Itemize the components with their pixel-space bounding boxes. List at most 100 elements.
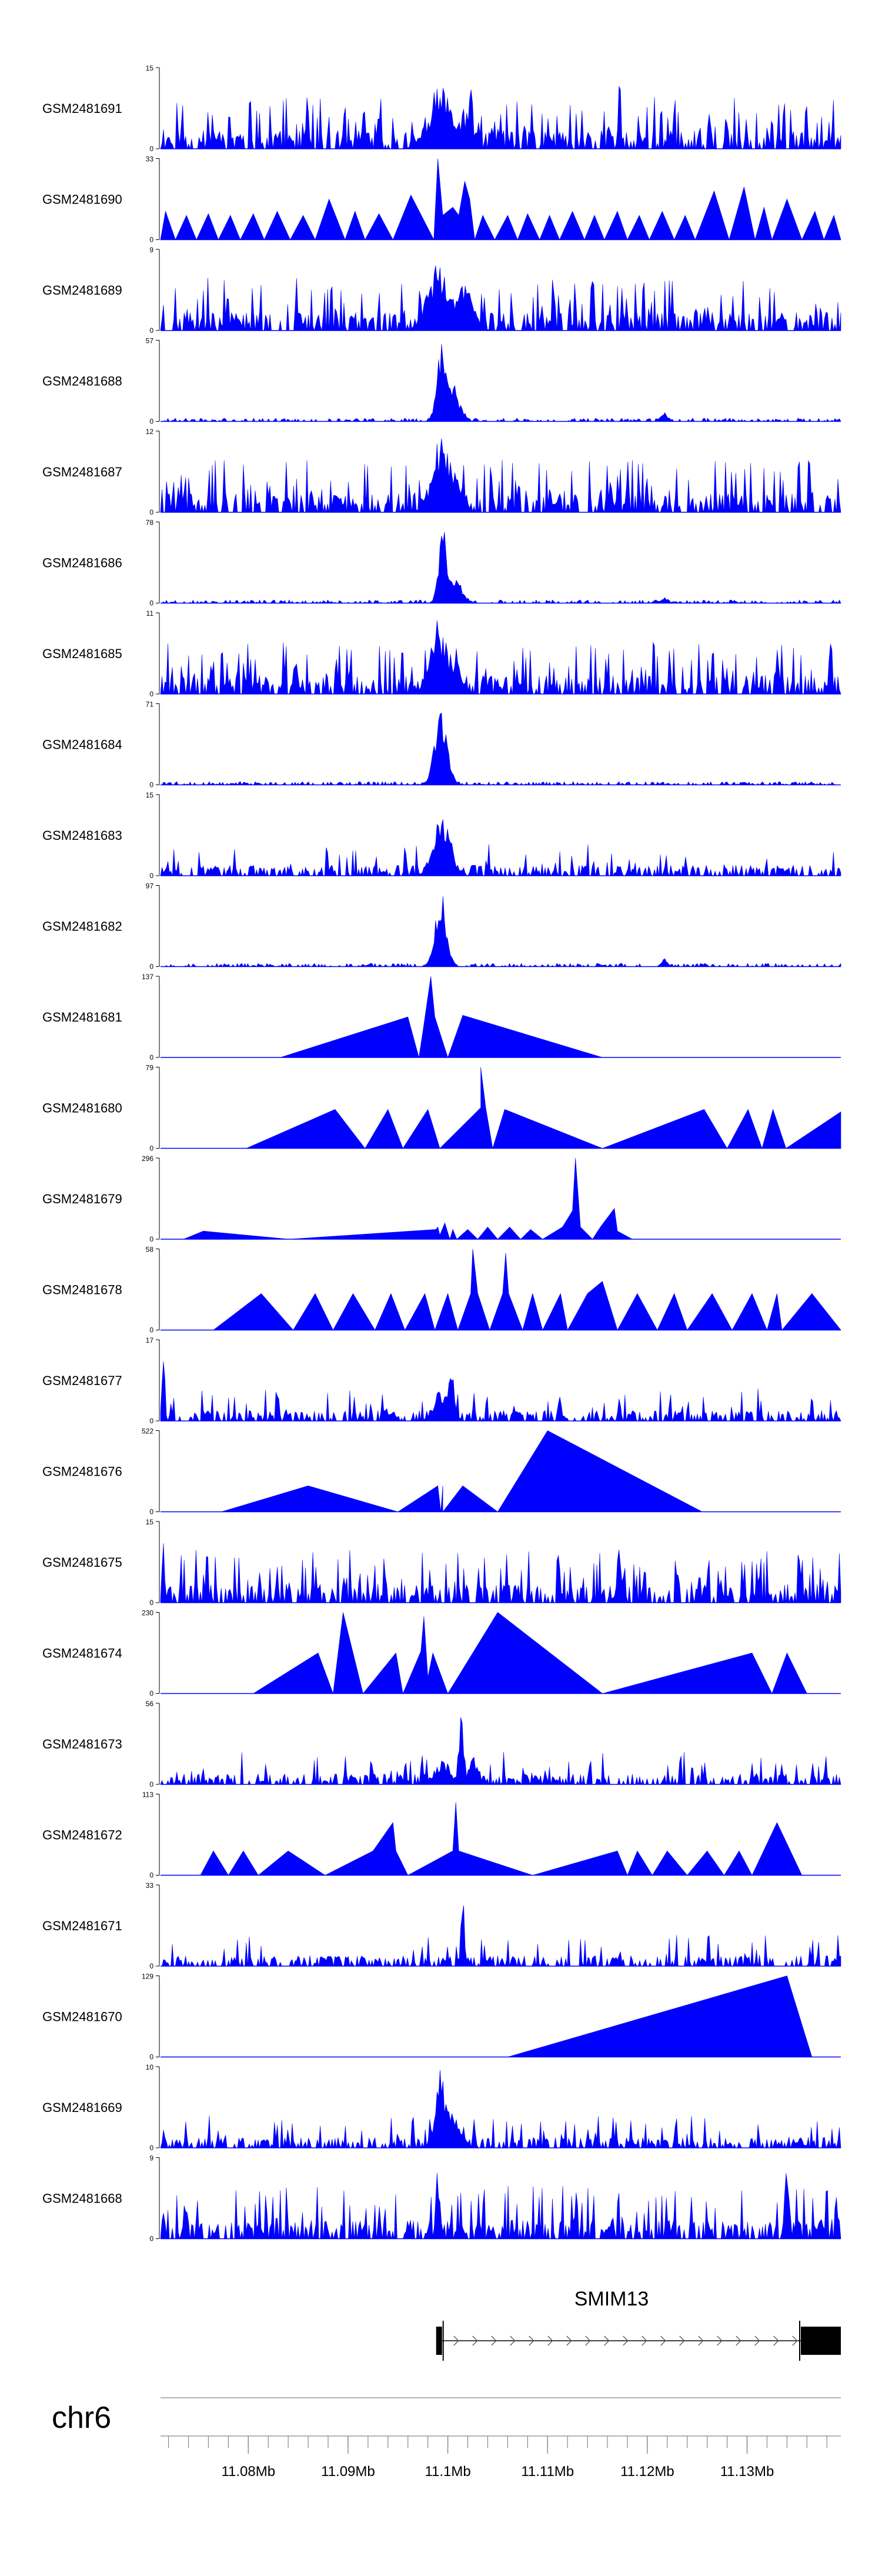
signal-area bbox=[200, 1802, 841, 1876]
gene-track: SMIM13 bbox=[436, 2288, 841, 2361]
y-max-label: 9 bbox=[149, 246, 153, 254]
y-min-label: 0 bbox=[149, 872, 153, 880]
y-min-label: 0 bbox=[149, 1871, 153, 1880]
track-label: GSM2481685 bbox=[42, 646, 122, 661]
track-GSM2481684: GSM2481684 71 0 bbox=[42, 700, 841, 789]
track-label: GSM2481668 bbox=[42, 2191, 122, 2206]
signal-area bbox=[246, 1067, 841, 1149]
y-min-label: 0 bbox=[149, 1508, 153, 1516]
y-max-label: 137 bbox=[142, 973, 153, 981]
track-GSM2481680: GSM2481680 79 0 bbox=[42, 1064, 841, 1153]
y-min-label: 0 bbox=[149, 2144, 153, 2152]
track-GSM2481685: GSM2481685 11 0 bbox=[42, 609, 841, 698]
gene-exon-5prime bbox=[436, 2327, 442, 2355]
strand-arrow-icon bbox=[792, 2335, 798, 2346]
y-max-label: 56 bbox=[146, 1700, 154, 1708]
y-max-label: 71 bbox=[146, 700, 154, 709]
signal-area bbox=[160, 265, 841, 332]
y-max-label: 15 bbox=[146, 791, 154, 799]
strand-arrow-icon bbox=[642, 2335, 647, 2346]
signal-area bbox=[161, 896, 841, 967]
signal-area bbox=[160, 158, 841, 241]
track-GSM2481675: GSM2481675 15 0 bbox=[42, 1518, 841, 1607]
signal-area bbox=[160, 1717, 841, 1786]
track-GSM2481686: GSM2481686 78 0 bbox=[42, 519, 841, 608]
track-label: GSM2481686 bbox=[42, 556, 122, 570]
track-GSM2481677: GSM2481677 17 0 bbox=[42, 1336, 841, 1425]
y-min-label: 0 bbox=[149, 236, 153, 244]
y-max-label: 79 bbox=[146, 1064, 154, 1072]
track-GSM2481688: GSM2481688 57 0 bbox=[42, 337, 841, 426]
strand-arrow-icon bbox=[547, 2335, 553, 2346]
y-max-label: 15 bbox=[146, 1518, 154, 1526]
y-min-label: 0 bbox=[149, 2235, 153, 2243]
y-max-label: 58 bbox=[146, 1246, 154, 1254]
track-label: GSM2481687 bbox=[42, 465, 122, 479]
strand-arrow-icon bbox=[717, 2335, 723, 2346]
signal-area bbox=[280, 976, 841, 1058]
track-GSM2481687: GSM2481687 12 0 bbox=[42, 428, 841, 516]
strand-arrow-icon bbox=[736, 2335, 741, 2346]
y-max-label: 33 bbox=[146, 1881, 154, 1890]
axis-tick-label: 11.13Mb bbox=[720, 2464, 774, 2480]
signal-area bbox=[160, 86, 841, 150]
y-min-label: 0 bbox=[149, 2053, 153, 2061]
y-max-label: 10 bbox=[146, 2063, 154, 2071]
strand-arrow-icon bbox=[754, 2335, 760, 2346]
track-GSM2481690: GSM2481690 33 0 bbox=[42, 155, 841, 244]
strand-arrow-icon bbox=[660, 2335, 666, 2346]
track-label: GSM2481678 bbox=[42, 1283, 122, 1297]
signal-area bbox=[160, 2070, 841, 2149]
track-GSM2481670: GSM2481670 129 0 bbox=[42, 1973, 841, 2061]
axis-tick-label: 11.12Mb bbox=[620, 2464, 674, 2480]
signal-area bbox=[160, 1543, 841, 1603]
track-GSM2481689: GSM2481689 9 0 bbox=[42, 246, 841, 335]
y-max-label: 57 bbox=[146, 337, 154, 345]
y-max-label: 230 bbox=[142, 1609, 153, 1617]
y-min-label: 0 bbox=[149, 690, 153, 698]
strand-arrow-icon bbox=[679, 2335, 685, 2346]
y-min-label: 0 bbox=[149, 508, 153, 516]
signal-area bbox=[160, 2173, 841, 2240]
track-label: GSM2481691 bbox=[42, 101, 122, 116]
strand-arrow-icon bbox=[491, 2335, 497, 2346]
signal-area bbox=[161, 343, 841, 422]
y-max-label: 97 bbox=[146, 882, 154, 890]
strand-arrow-icon bbox=[566, 2335, 572, 2346]
signal-area bbox=[160, 819, 841, 877]
track-label: GSM2481676 bbox=[42, 1464, 122, 1479]
track-label: GSM2481683 bbox=[42, 828, 122, 843]
signal-area bbox=[221, 1430, 841, 1513]
y-min-label: 0 bbox=[149, 1962, 153, 1970]
track-label: GSM2481670 bbox=[42, 2010, 122, 2024]
strand-arrow-icon bbox=[453, 2335, 459, 2346]
y-min-label: 0 bbox=[149, 1053, 153, 1062]
y-min-label: 0 bbox=[149, 326, 153, 335]
y-max-label: 296 bbox=[142, 1154, 153, 1163]
track-label: GSM2481681 bbox=[42, 1010, 122, 1025]
track-GSM2481679: GSM2481679 296 0 bbox=[42, 1154, 841, 1243]
track-label: GSM2481679 bbox=[42, 1192, 122, 1206]
track-GSM2481682: GSM2481682 97 0 bbox=[42, 882, 841, 971]
strand-arrow-icon bbox=[585, 2335, 591, 2346]
track-label: GSM2481671 bbox=[42, 1918, 122, 1933]
y-min-label: 0 bbox=[149, 1144, 153, 1153]
y-min-label: 0 bbox=[149, 1599, 153, 1607]
y-min-label: 0 bbox=[149, 781, 153, 789]
y-max-label: 12 bbox=[146, 428, 154, 436]
axis-tick-label: 11.11Mb bbox=[521, 2464, 574, 2480]
y-min-label: 0 bbox=[149, 963, 153, 971]
signal-area bbox=[161, 1976, 841, 2057]
signal-area bbox=[160, 438, 841, 513]
signal-area bbox=[161, 712, 841, 786]
y-min-label: 0 bbox=[149, 145, 153, 153]
y-max-label: 17 bbox=[146, 1336, 154, 1344]
signal-area bbox=[161, 532, 841, 604]
y-min-label: 0 bbox=[149, 1690, 153, 1698]
track-label: GSM2481689 bbox=[42, 283, 122, 298]
y-max-label: 9 bbox=[149, 2154, 153, 2163]
strand-arrow-icon bbox=[510, 2335, 516, 2346]
axis-tick-label: 11.1Mb bbox=[425, 2464, 470, 2480]
signal-area bbox=[161, 1905, 841, 1967]
